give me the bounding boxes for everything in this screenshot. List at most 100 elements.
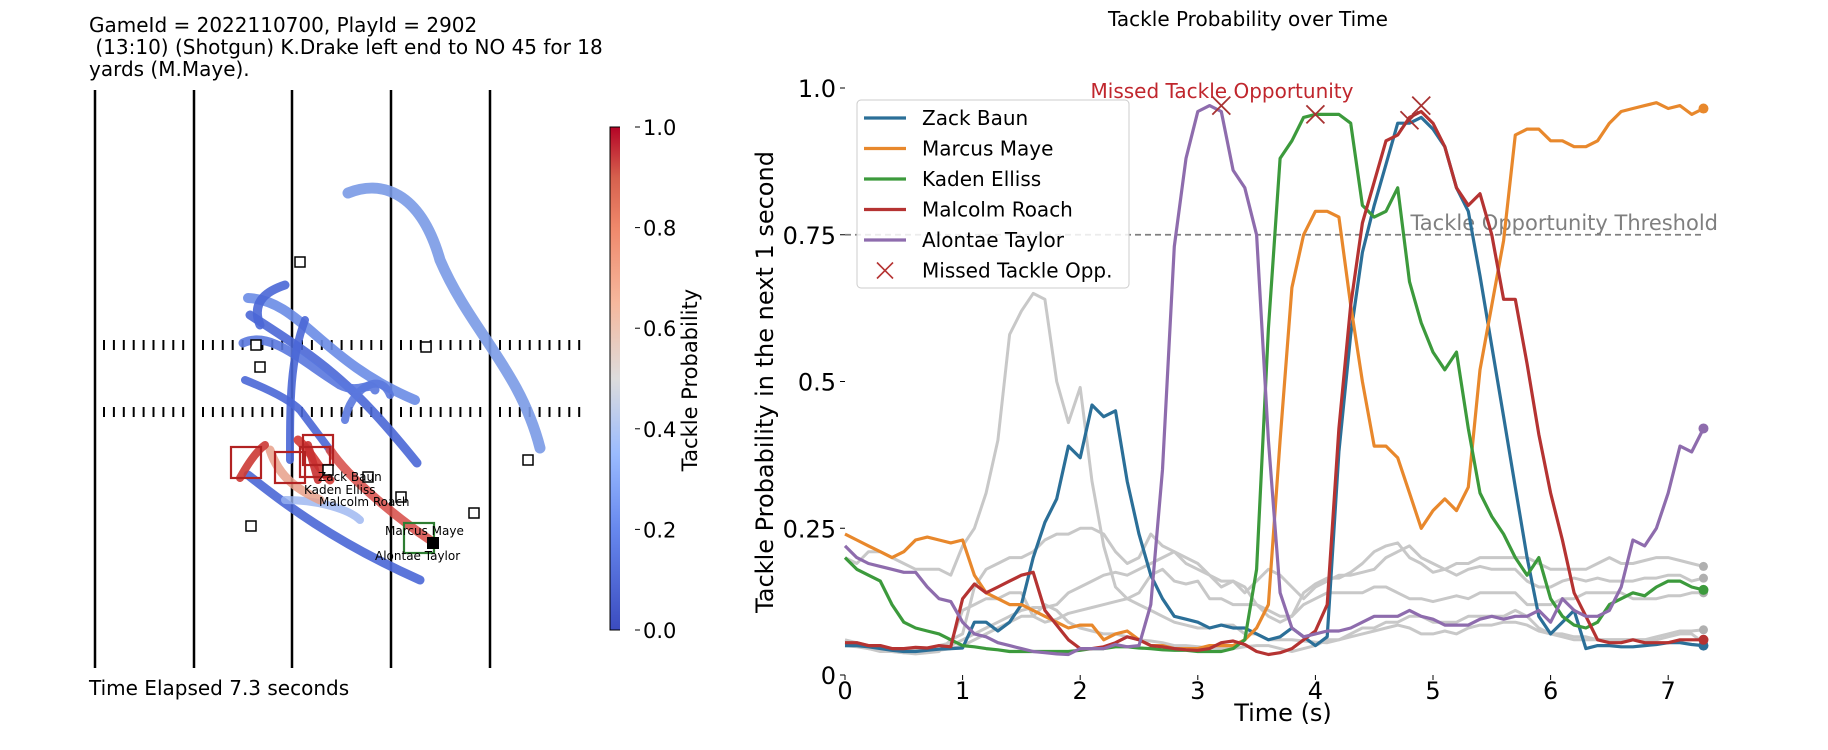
line-zack-baun (845, 115, 1704, 654)
endpoint-malcolm-roach (1698, 634, 1709, 645)
player-label: Marcus Maye (385, 524, 464, 538)
offense-player-marker (468, 507, 480, 519)
legend-label: Zack Baun (922, 106, 1028, 130)
missed-tackle-box (273, 450, 307, 485)
offense-player-marker (322, 464, 334, 476)
x-tick-label: 4 (1308, 677, 1323, 705)
x-tick-label: 3 (1190, 677, 1205, 705)
player-track (281, 496, 364, 524)
player-lines (843, 101, 1709, 657)
colorbar-tick-label: 0.4 (643, 418, 676, 442)
player-tracks (236, 182, 546, 585)
y-tick-label: 0.75 (783, 222, 836, 250)
legend: Zack Baun Marcus Maye Kaden Elliss Malcolm … (856, 99, 1130, 289)
missed-tackle-box (298, 445, 332, 479)
y-tick-label: 0 (821, 662, 836, 690)
y-tick-label: 0.25 (783, 515, 836, 543)
missed-tackle-markers (1211, 95, 1431, 130)
line-malcolm-roach (845, 109, 1704, 657)
colorbar-tick-label: 0.0 (643, 619, 676, 643)
player-track (241, 376, 334, 454)
colorbar-tick-label: 1.0 (643, 116, 676, 140)
missed-tackle-box (229, 445, 263, 480)
player-track (286, 316, 309, 464)
offense-player-marker (294, 256, 306, 268)
x-tick-label: 0 (837, 677, 852, 705)
line-alontae-taylor (843, 103, 1705, 657)
x-axis-label: Time (s) (1233, 699, 1332, 727)
x-tick-label: 5 (1425, 677, 1440, 705)
colorbar-tick-label: 0.6 (643, 317, 676, 341)
offense-player-marker (522, 454, 534, 466)
player-track (304, 441, 322, 484)
play-title: GameId = 2022110700, PlayId = 2902 (13:1… (89, 14, 603, 80)
colorbar-label: Tackle Probability (678, 289, 702, 472)
other-player-endpoint (1698, 573, 1708, 583)
endpoint-alontae-taylor (1698, 423, 1709, 434)
legend-item: Alontae Taylor (864, 228, 1065, 252)
colorbar-tick-label: 0.2 (643, 518, 676, 542)
other-player-endpoint (1698, 625, 1708, 635)
offense-player-marker (254, 361, 266, 373)
colorbar-axis: 0.0 0.2 0.4 0.6 0.8 1.0 Tackle Probability (635, 116, 702, 643)
legend-item: Missed Tackle Opp. (876, 259, 1112, 283)
player-label: Alontae Taylor (375, 549, 460, 563)
player-track (325, 445, 435, 545)
missed-tackle-annotation: Missed Tackle Opportunity (1091, 79, 1354, 103)
offense-player-marker (395, 491, 407, 503)
legend-item: Marcus Maye (864, 137, 1053, 161)
ball-carrier-marker (427, 537, 439, 549)
player-label: Malcolm Roach (319, 495, 410, 509)
colorbar (609, 126, 620, 631)
colorbar-gradient (609, 126, 620, 631)
legend-label: Marcus Maye (922, 137, 1053, 161)
player-track (341, 379, 394, 424)
y-tick-label: 0.5 (798, 369, 836, 397)
legend-box (856, 99, 1130, 289)
time-elapsed-label: Time Elapsed 7.3 seconds (89, 676, 350, 700)
x-tick-label: 2 (1073, 677, 1088, 705)
missed-tackle-marker (1211, 95, 1231, 116)
other-player-line (844, 526, 1704, 656)
endpoint-kaden-elliss (1698, 584, 1709, 595)
play-title-line2: (13:10) (Shotgun) K.Drake left end to NO… (89, 35, 603, 59)
other-player-line (845, 541, 1704, 653)
endpoint-marcus-maye (1698, 103, 1709, 114)
x-tick-label: 6 (1543, 677, 1558, 705)
other-player-endpoint (1698, 561, 1708, 571)
offense-player-marker (362, 471, 374, 483)
missed-tackle-marker (1399, 110, 1420, 130)
tackle-boxes (229, 433, 335, 485)
player-labels: Zack Baun Kaden Elliss Malcolm Roach Mar… (304, 470, 464, 563)
player-track (245, 310, 422, 468)
legend-label: Kaden Elliss (922, 167, 1041, 191)
x-ticks: 0 1 2 3 4 5 6 7 (837, 675, 1676, 705)
offense-player-marker (245, 520, 257, 532)
player-label: Zack Baun (318, 470, 382, 484)
colorbar-ticks: 0.0 0.2 0.4 0.6 0.8 1.0 (635, 116, 676, 643)
missed-tackle-marker (1411, 95, 1431, 116)
missed-tackle-marker (1305, 104, 1326, 125)
player-track (236, 441, 269, 482)
other-player-line (844, 603, 1705, 655)
player-label: Kaden Elliss (304, 483, 376, 497)
legend-item: Zack Baun (864, 106, 1028, 130)
offense-player-marker (420, 341, 432, 353)
legend-label: Missed Tackle Opp. (922, 259, 1112, 283)
missed-tackle-box (301, 433, 335, 467)
x-tick-label: 7 (1661, 677, 1676, 705)
offense-markers (245, 256, 534, 532)
colorbar-tick-label: 0.8 (643, 217, 676, 241)
threshold-label: Tackle Opportunity Threshold (1409, 211, 1718, 235)
y-tick-label: 1.0 (798, 75, 836, 103)
line-kaden-elliss (843, 112, 1704, 654)
legend-label: Alontae Taylor (922, 228, 1065, 252)
x-tick-label: 1 (955, 677, 970, 705)
y-ticks: 0 0.25 0.5 0.75 1.0 (783, 75, 845, 690)
y-axis-label: Tackle Probability in the next 1 second (751, 151, 779, 614)
legend-item: Malcolm Roach (864, 198, 1073, 222)
football-field: Zack Baun Kaden Elliss Malcolm Roach Mar… (93, 90, 620, 668)
player-track (243, 470, 425, 585)
player-track (252, 280, 290, 330)
